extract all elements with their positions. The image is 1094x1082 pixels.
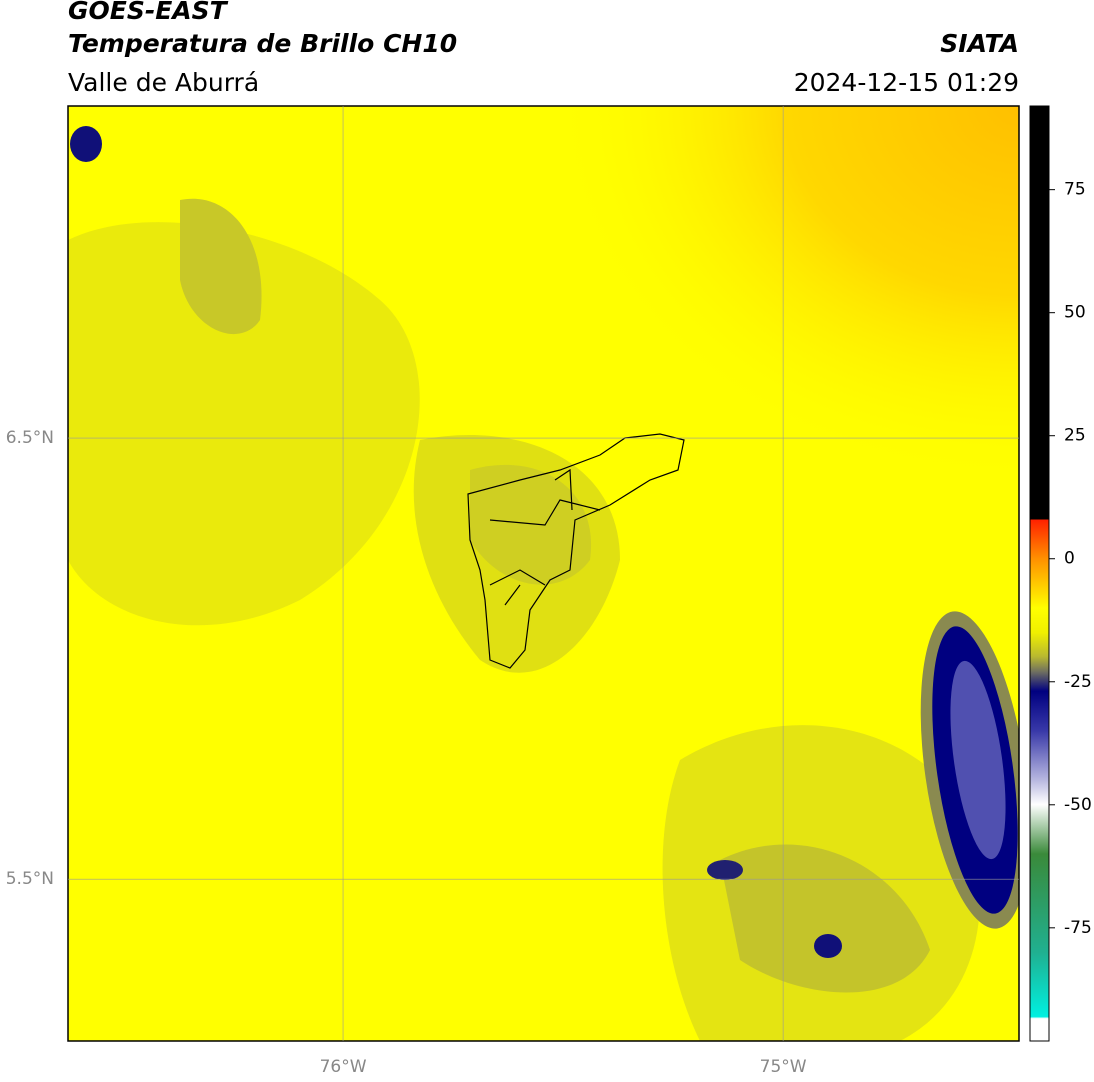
colorbar (1029, 105, 1050, 1042)
colorbar-tick-label: 50 (1064, 303, 1086, 323)
colorbar-tick-label: -50 (1064, 795, 1092, 815)
colorbar-tick-label: 0 (1064, 549, 1075, 569)
colorbar-tick-label: -25 (1064, 672, 1092, 692)
title: GOES-EAST (68, 0, 229, 25)
lat-label: 6.5°N (6, 428, 54, 448)
region: Valle de Aburrá (68, 68, 259, 97)
source: SIATA (940, 29, 1019, 58)
subtitle: Temperatura de Brillo CH10 (68, 29, 457, 58)
lon-label: 75°W (760, 1057, 807, 1077)
datetime: 2024-12-15 01:29 (794, 68, 1019, 97)
colorbar-tick-label: 25 (1064, 426, 1086, 446)
colorbar-tick-label: -75 (1064, 918, 1092, 938)
municipal-boundaries (467, 433, 685, 669)
lat-label: 5.5°N (6, 869, 54, 889)
map-frame (67, 105, 1020, 1042)
temperature-field (68, 106, 1019, 1041)
lon-label: 76°W (320, 1057, 367, 1077)
colorbar-tick-label: 75 (1064, 180, 1086, 200)
